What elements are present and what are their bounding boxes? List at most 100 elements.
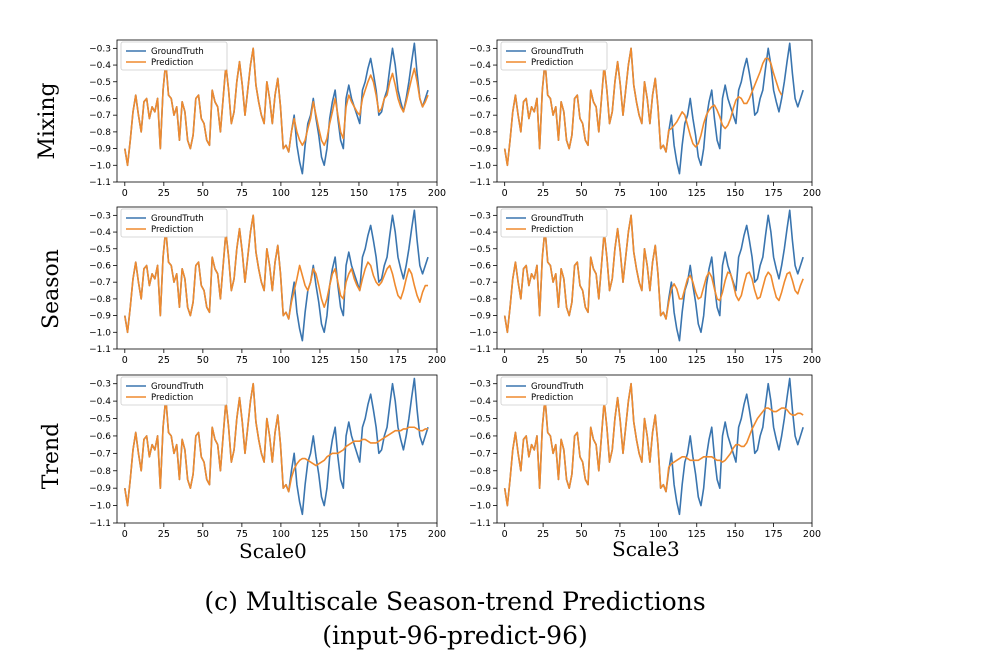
- x-tick-label-mixing-scale0-3: 75: [236, 188, 248, 199]
- y-tick-label-mixing-scale3-7: −0.4: [469, 61, 491, 71]
- series-line-prediction-season-scale3: [503, 214, 804, 334]
- y-tick-label-mixing-scale0-5: −0.6: [89, 94, 111, 104]
- y-tick-label-mixing-scale0-0: −1.1: [89, 178, 111, 188]
- y-tick-label-trend-scale0-0: −1.1: [89, 519, 111, 529]
- legend-label-prediction-season-scale3: Prediction: [531, 225, 573, 235]
- figure-caption-line1: (c) Multiscale Season-trend Predictions: [204, 587, 706, 616]
- y-tick-label-season-scale0-5: −0.6: [89, 261, 111, 271]
- x-tick-label-mixing-scale3-2: 50: [575, 188, 587, 199]
- x-tick-label-season-scale0-0: 0: [122, 355, 128, 366]
- x-tick-label-season-scale3-6: 150: [726, 355, 744, 366]
- axes-frame-mixing-scale3: [496, 39, 813, 183]
- x-tick-label-trend-scale3-7: 175: [765, 529, 783, 540]
- x-tick-label-season-scale3-0: 0: [502, 355, 508, 366]
- x-tick-label-trend-scale0-0: 0: [122, 529, 128, 540]
- y-tick-label-season-scale3-8: −0.3: [469, 211, 491, 221]
- x-tick-label-season-scale3-3: 75: [614, 355, 626, 366]
- y-tick-label-trend-scale3-7: −0.4: [469, 397, 491, 407]
- x-tick-label-mixing-scale3-6: 150: [726, 188, 744, 199]
- x-tick-label-mixing-scale3-0: 0: [502, 188, 508, 199]
- y-tick-label-season-scale3-2: −0.9: [469, 312, 491, 322]
- y-tick-label-mixing-scale3-6: −0.5: [469, 78, 491, 88]
- chart-mixing-scale0: −1.1 −1.0 −0.9 −0.8 −0.7 −0.6 −0.5 −0.4 −0.3 0 25 5…: [75, 36, 446, 200]
- x-tick-label-mixing-scale3-5: 125: [688, 188, 706, 199]
- legend-box-mixing-scale0: [120, 41, 228, 71]
- y-tick-label-mixing-scale0-7: −0.4: [89, 61, 111, 71]
- y-tick-label-season-scale0-3: −0.8: [89, 295, 111, 305]
- legend-label-prediction-trend-scale3: Prediction: [531, 393, 573, 403]
- legend-box-trend-scale0: [120, 376, 228, 406]
- y-tick-label-mixing-scale0-6: −0.5: [89, 78, 111, 88]
- y-tick-label-trend-scale3-5: −0.6: [469, 432, 491, 442]
- legend-label-groundtruth-trend-scale3: GroundTruth: [531, 382, 584, 392]
- x-tick-label-trend-scale0-8: 200: [428, 529, 446, 540]
- y-tick-label-season-scale0-4: −0.7: [89, 278, 111, 288]
- series-line-prediction-season-scale0: [124, 214, 429, 334]
- x-tick-label-mixing-scale0-2: 50: [197, 188, 209, 199]
- x-tick-label-trend-scale0-5: 125: [311, 529, 329, 540]
- axes-frame-trend-scale0: [116, 374, 438, 524]
- legend-label-groundtruth-mixing-scale3: GroundTruth: [531, 47, 584, 57]
- y-tick-label-season-scale0-2: −0.9: [89, 312, 111, 322]
- y-tick-label-trend-scale0-8: −0.3: [89, 380, 111, 390]
- x-tick-label-season-scale0-4: 100: [272, 355, 290, 366]
- y-tick-label-trend-scale3-8: −0.3: [469, 380, 491, 390]
- y-tick-label-season-scale0-0: −1.1: [89, 345, 111, 355]
- y-tick-label-mixing-scale3-3: −0.8: [469, 128, 491, 138]
- y-tick-label-mixing-scale3-4: −0.7: [469, 111, 491, 121]
- y-tick-label-trend-scale3-0: −1.1: [469, 519, 491, 529]
- row-label-trend: Trend: [39, 422, 64, 490]
- y-tick-label-trend-scale3-4: −0.7: [469, 449, 491, 459]
- legend-label-groundtruth-season-scale3: GroundTruth: [531, 214, 584, 224]
- y-tick-label-season-scale0-8: −0.3: [89, 211, 111, 221]
- legend-label-prediction-trend-scale0: Prediction: [151, 393, 193, 403]
- y-tick-label-mixing-scale3-5: −0.6: [469, 94, 491, 104]
- y-tick-label-season-scale0-1: −1.0: [89, 328, 111, 338]
- legend-box-season-scale3: [500, 208, 608, 238]
- legend-label-prediction-mixing-scale3: Prediction: [531, 58, 573, 68]
- x-tick-label-mixing-scale0-5: 125: [311, 188, 329, 199]
- y-tick-label-season-scale3-0: −1.1: [469, 345, 491, 355]
- y-tick-label-trend-scale3-6: −0.5: [469, 415, 491, 425]
- legend-label-groundtruth-mixing-scale0: GroundTruth: [151, 47, 204, 57]
- y-tick-label-trend-scale3-2: −0.9: [469, 484, 491, 494]
- x-tick-label-season-scale0-2: 50: [197, 355, 209, 366]
- y-tick-label-season-scale3-4: −0.7: [469, 278, 491, 288]
- x-tick-label-mixing-scale3-1: 25: [537, 188, 549, 199]
- x-tick-label-trend-scale3-2: 50: [575, 529, 587, 540]
- x-tick-label-mixing-scale0-4: 100: [272, 188, 290, 199]
- x-tick-label-mixing-scale3-8: 200: [803, 188, 821, 199]
- y-tick-label-trend-scale3-3: −0.8: [469, 467, 491, 477]
- y-tick-label-season-scale3-3: −0.8: [469, 295, 491, 305]
- axes-frame-trend-scale3: [496, 374, 813, 524]
- x-tick-label-trend-scale3-3: 75: [614, 529, 626, 540]
- x-tick-label-season-scale0-6: 150: [350, 355, 368, 366]
- x-tick-label-season-scale3-2: 50: [575, 355, 587, 366]
- y-tick-label-trend-scale0-3: −0.8: [89, 467, 111, 477]
- x-tick-label-trend-scale0-1: 25: [158, 529, 170, 540]
- y-tick-label-season-scale3-1: −1.0: [469, 328, 491, 338]
- x-tick-label-season-scale3-7: 175: [765, 355, 783, 366]
- y-tick-label-trend-scale0-6: −0.5: [89, 415, 111, 425]
- chart-season-scale0: −1.1 −1.0 −0.9 −0.8 −0.7 −0.6 −0.5 −0.4 −0.3 0 25 5…: [75, 203, 446, 367]
- y-tick-label-mixing-scale0-4: −0.7: [89, 111, 111, 121]
- x-tick-label-mixing-scale0-7: 175: [389, 188, 407, 199]
- series-line-prediction-trend-scale0: [124, 382, 429, 507]
- x-tick-label-trend-scale0-6: 150: [350, 529, 368, 540]
- y-tick-label-mixing-scale3-8: −0.3: [469, 44, 491, 54]
- x-tick-label-season-scale3-4: 100: [649, 355, 667, 366]
- x-tick-label-trend-scale3-0: 0: [502, 529, 508, 540]
- legend-box-mixing-scale3: [500, 41, 608, 71]
- row-label-mixing: Mixing: [35, 82, 60, 160]
- x-tick-label-mixing-scale0-1: 25: [158, 188, 170, 199]
- x-tick-label-trend-scale3-5: 125: [688, 529, 706, 540]
- chart-trend-scale3: −1.1 −1.0 −0.9 −0.8 −0.7 −0.6 −0.5 −0.4 −0.3 0 25 5…: [455, 371, 821, 541]
- x-tick-label-mixing-scale0-6: 150: [350, 188, 368, 199]
- row-label-season: Season: [39, 249, 64, 329]
- x-tick-label-mixing-scale3-7: 175: [765, 188, 783, 199]
- chart-mixing-scale3: −1.1 −1.0 −0.9 −0.8 −0.7 −0.6 −0.5 −0.4 −0.3 0 25 5…: [455, 36, 821, 200]
- x-tick-label-season-scale3-1: 25: [537, 355, 549, 366]
- legend-label-groundtruth-season-scale0: GroundTruth: [151, 214, 204, 224]
- y-tick-label-season-scale0-6: −0.5: [89, 245, 111, 255]
- axes-frame-season-scale0: [116, 206, 438, 350]
